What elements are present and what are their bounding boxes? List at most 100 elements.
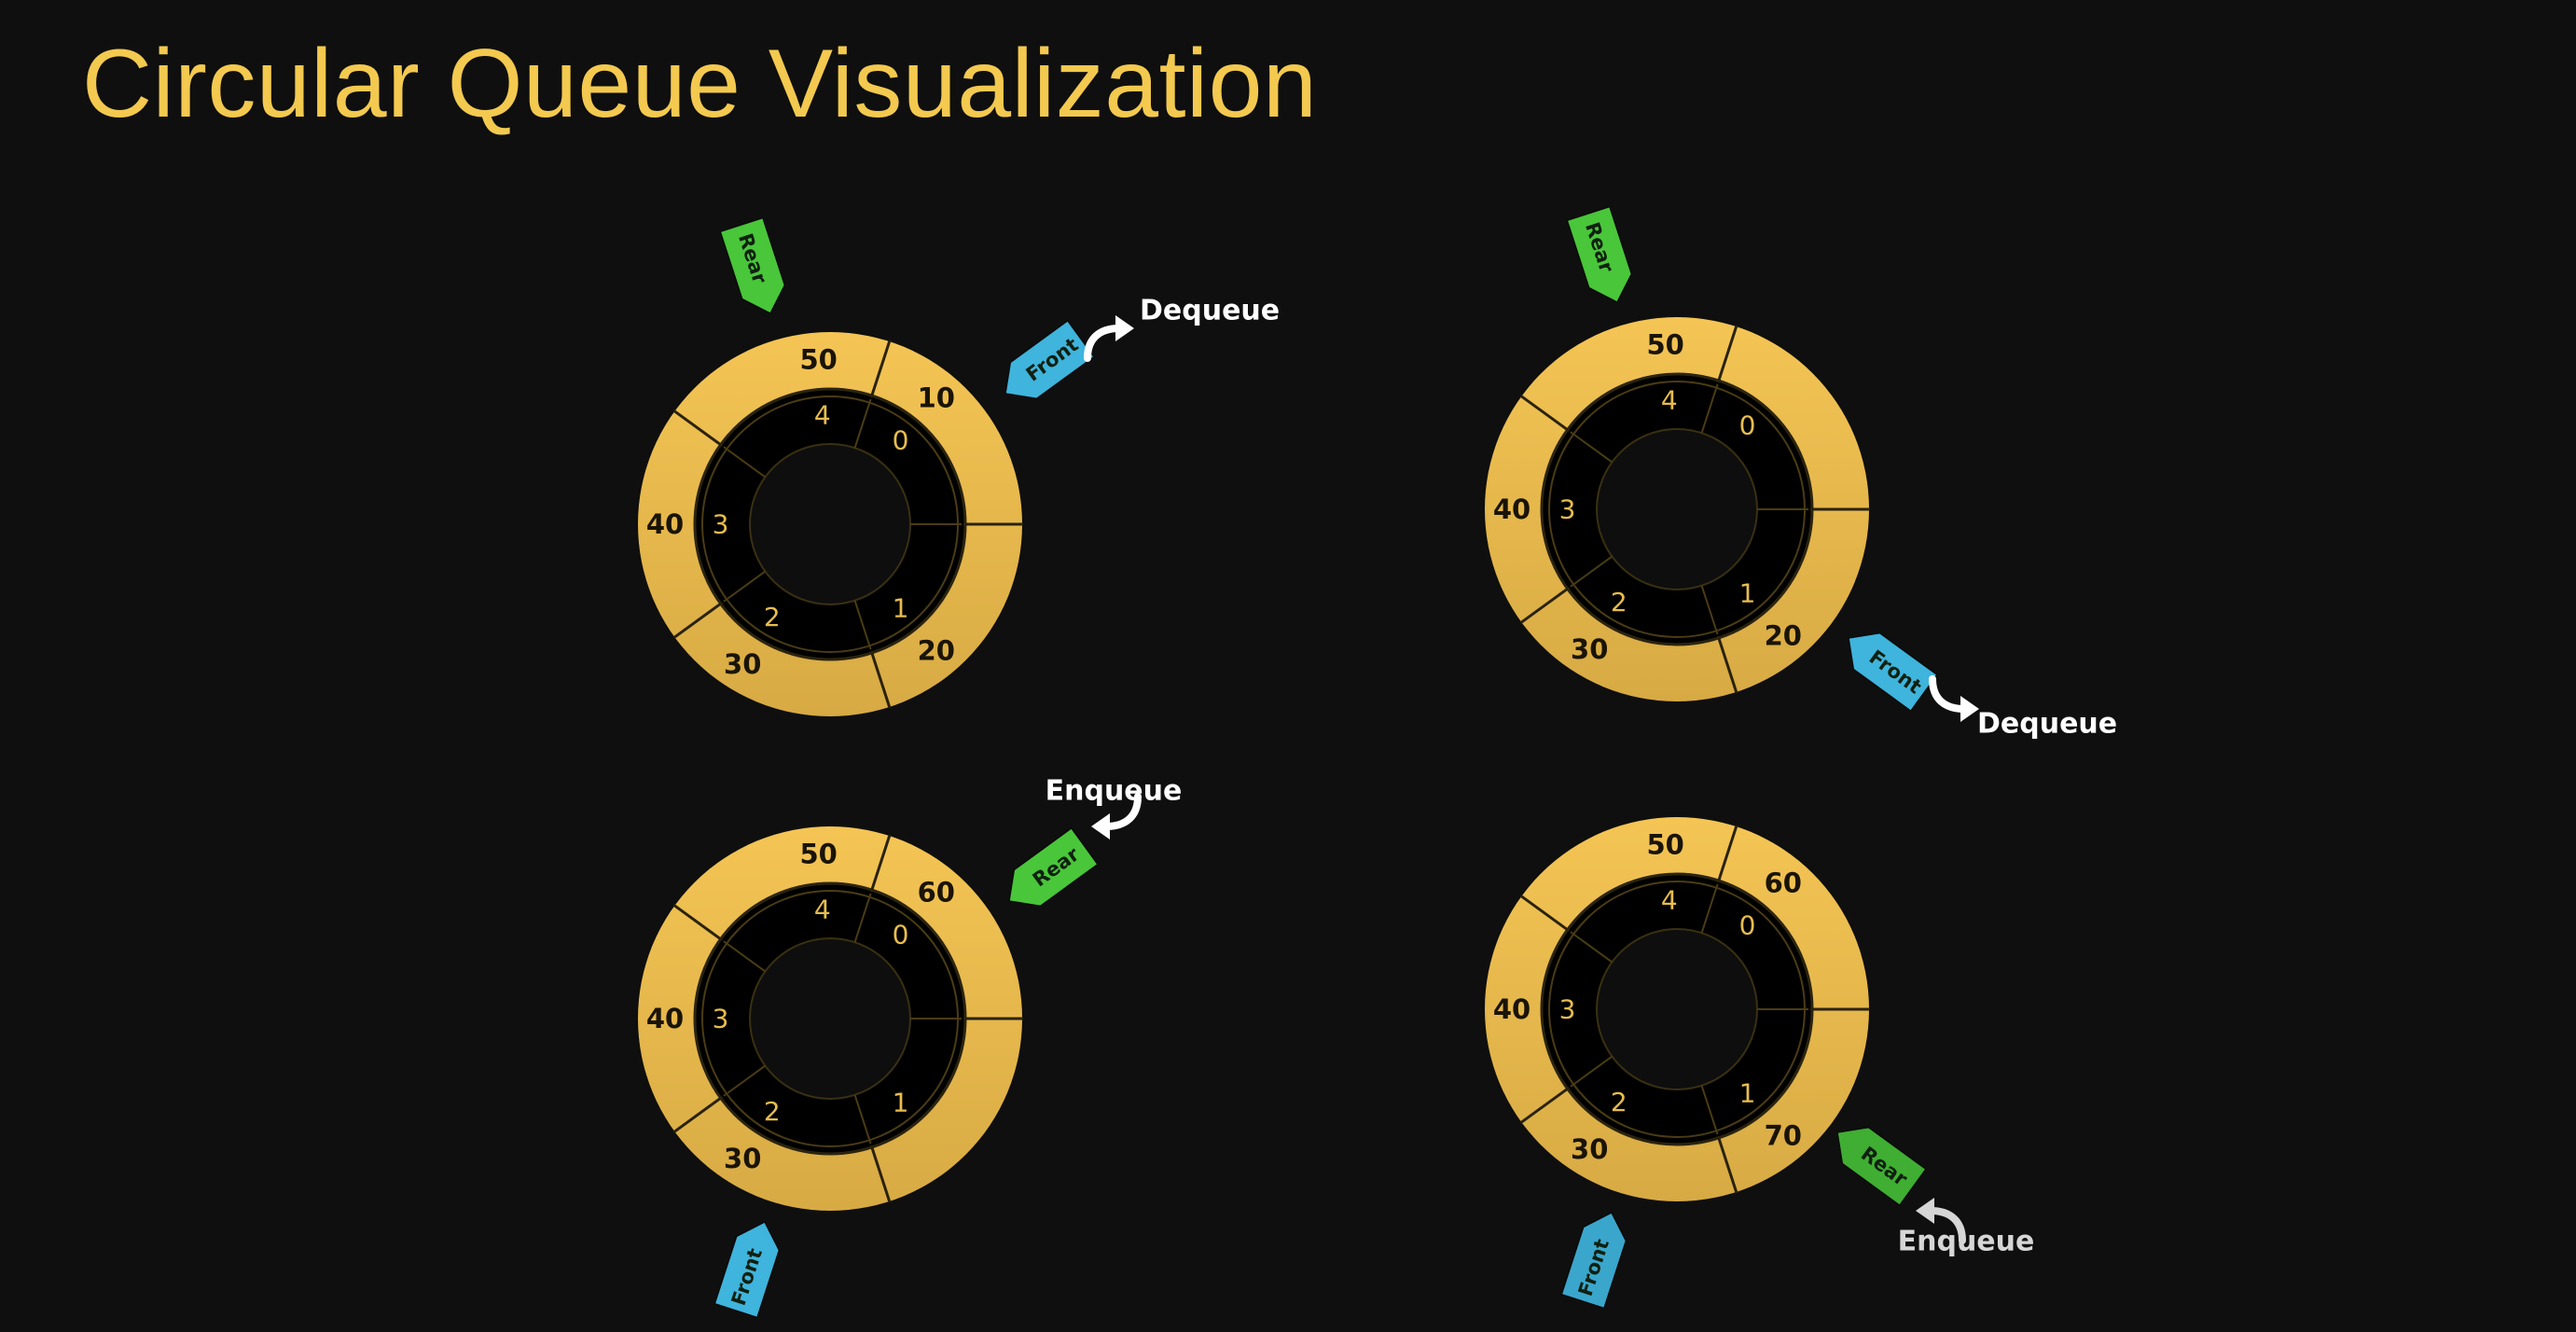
index-divider (853, 893, 872, 943)
slot-index: 1 (893, 1088, 909, 1118)
tag-shape (1566, 205, 1633, 304)
slot-index: 0 (893, 424, 909, 455)
slot-value: 10 (918, 382, 955, 413)
slot-index: 3 (1559, 494, 1576, 525)
ring-hole (1596, 928, 1758, 1090)
curved-arrow-icon (1084, 315, 1134, 362)
slot-index: 4 (814, 894, 831, 924)
slot-index: 1 (1739, 578, 1756, 609)
slot-divider (1519, 395, 1571, 433)
front-tag-icon: Front (1560, 1211, 1627, 1310)
slot-value: 30 (724, 648, 761, 680)
slot-value: 30 (724, 1143, 761, 1174)
ring-hole (749, 937, 911, 1100)
slot-divider (1519, 1086, 1571, 1124)
index-track (1548, 881, 1806, 1138)
slot-divider (869, 650, 892, 709)
slot-index: 4 (814, 399, 831, 430)
index-divider (723, 940, 767, 973)
index-divider (1570, 431, 1613, 464)
index-divider (723, 446, 767, 479)
slot-divider (672, 601, 724, 639)
slot-value: 60 (1765, 867, 1802, 898)
tag-shape (1560, 1211, 1627, 1310)
rear-tag-icon: Rear (1008, 826, 1100, 908)
slot-index: 0 (893, 919, 909, 950)
slot-divider (869, 834, 892, 893)
index-track (701, 890, 959, 1147)
slot-divider (1716, 1135, 1738, 1194)
slot-value: 30 (1571, 633, 1608, 665)
slot-index: 2 (764, 602, 781, 632)
slot-value: 20 (918, 635, 955, 667)
slot-value: 40 (646, 508, 684, 540)
index-divider (1700, 883, 1719, 934)
slot-divider (869, 340, 892, 398)
index-divider (853, 600, 872, 650)
slot-value: 50 (799, 343, 837, 375)
tag-shape (1836, 1126, 1928, 1207)
slot-divider (1716, 325, 1738, 383)
circular-queue-ring: 10 0 20 1 302 40 3 50 4 (638, 332, 1023, 716)
slot-divider (672, 409, 724, 448)
slot-divider (1716, 825, 1738, 883)
slot-value: 20 (1765, 620, 1802, 652)
slot-index: 2 (764, 1096, 781, 1127)
circular-queue-ring: 60 0 1 302 40 3 50 4 (638, 826, 1023, 1211)
slot-divider (1716, 635, 1738, 694)
index-divider (723, 570, 767, 603)
slot-index: 0 (1739, 909, 1756, 940)
index-track (701, 395, 959, 653)
slot-divider (672, 1095, 724, 1133)
slot-value: 70 (1765, 1120, 1802, 1152)
front-tag-icon: Front (1004, 319, 1096, 400)
index-divider (1570, 1055, 1613, 1088)
slot-value: 40 (1493, 993, 1530, 1025)
slot-value: 40 (646, 1003, 684, 1034)
tag-shape (713, 1220, 781, 1319)
index-divider (853, 398, 872, 449)
slot-index: 2 (1611, 587, 1627, 617)
ring-hole (1596, 428, 1758, 590)
slot-value: 50 (1646, 328, 1683, 360)
slot-value: 50 (799, 838, 837, 869)
circular-queue-ring: 60 0 70 1 302 40 3 50 4 (1485, 817, 1870, 1201)
index-divider (723, 1064, 767, 1097)
slot-index: 3 (713, 1004, 729, 1034)
slot-index: 2 (1611, 1087, 1627, 1117)
index-divider (1570, 555, 1613, 588)
slot-value: 30 (1571, 1133, 1608, 1165)
rear-tag-icon: Rear (1566, 205, 1633, 304)
slot-divider (1519, 586, 1571, 624)
slot-index: 4 (1661, 884, 1678, 915)
curved-arrow-icon (1091, 793, 1142, 839)
slot-index: 4 (1661, 384, 1678, 415)
circular-queue-ring: 0 20 1 302 40 3 50 4 (1485, 317, 1870, 701)
front-tag-icon: Front (713, 1220, 781, 1319)
slot-index: 3 (1559, 994, 1576, 1025)
rear-tag-icon: Rear (1836, 1126, 1928, 1207)
operation-label: Enqueue (1046, 775, 1183, 808)
tag-shape (1008, 826, 1100, 908)
slot-value: 50 (1646, 828, 1683, 860)
index-divider (1700, 585, 1719, 635)
rear-tag-icon: Rear (719, 216, 786, 315)
slot-index: 0 (1739, 409, 1756, 440)
index-divider (1570, 931, 1613, 964)
ring-hole (749, 443, 911, 605)
slot-index: 1 (893, 593, 909, 624)
tag-shape (1848, 631, 1939, 713)
slot-value: 60 (918, 876, 955, 908)
operation-label: Dequeue (1140, 295, 1280, 327)
index-divider (1700, 1085, 1719, 1135)
front-tag-icon: Front (1848, 631, 1939, 713)
index-divider (1700, 383, 1719, 434)
slot-divider (869, 1145, 892, 1203)
tag-shape (719, 216, 786, 315)
slot-value: 40 (1493, 493, 1530, 525)
curved-arrow-icon (1929, 675, 1979, 722)
tag-shape (1004, 319, 1096, 400)
curved-arrow-icon (1916, 1198, 1966, 1244)
slot-index: 1 (1739, 1078, 1756, 1109)
